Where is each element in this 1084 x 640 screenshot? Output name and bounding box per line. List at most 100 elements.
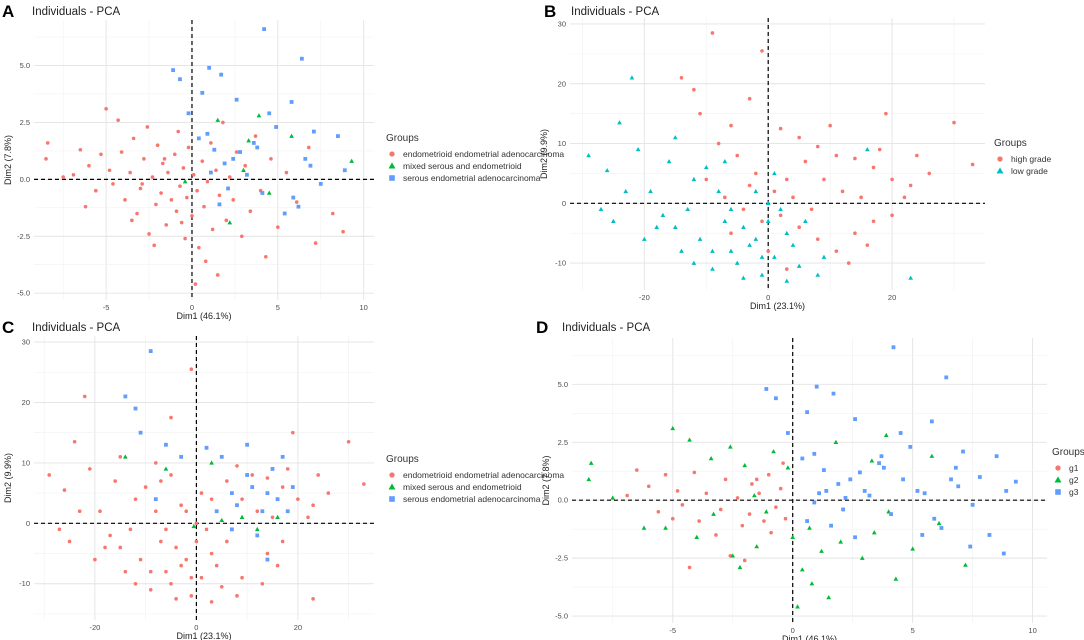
data-point xyxy=(944,375,949,380)
data-point xyxy=(308,163,313,168)
data-point xyxy=(311,597,315,601)
legend-marker xyxy=(389,151,395,157)
data-point xyxy=(654,224,660,229)
data-point xyxy=(210,227,215,232)
data-point xyxy=(225,539,229,544)
data-point xyxy=(970,502,975,507)
data-point xyxy=(235,464,239,468)
data-point xyxy=(729,231,733,236)
data-point xyxy=(190,213,194,218)
data-point xyxy=(877,461,881,466)
data-point xyxy=(834,153,839,158)
data-point xyxy=(704,177,709,182)
y-tick-label: -2.5 xyxy=(17,232,30,241)
data-point xyxy=(834,249,839,253)
data-point xyxy=(735,153,740,158)
data-point xyxy=(189,594,194,598)
data-point xyxy=(231,156,236,161)
data-point xyxy=(871,165,876,170)
x-tick-label: 5 xyxy=(911,626,915,635)
data-point xyxy=(952,120,956,125)
data-point xyxy=(915,153,919,158)
data-point xyxy=(754,171,758,176)
y-tick-label: 20 xyxy=(558,79,566,88)
data-point xyxy=(88,467,92,471)
chart-title-b: Individuals - PCA xyxy=(571,6,660,18)
data-point xyxy=(291,430,295,435)
data-point xyxy=(270,467,275,471)
data-point xyxy=(262,27,267,32)
data-point xyxy=(153,461,158,465)
legend-key xyxy=(386,160,398,172)
series-g1 xyxy=(625,461,788,570)
data-point xyxy=(133,581,138,586)
y-tick-label: -10 xyxy=(19,579,30,588)
y-axis-label: Dim2 (9.9%) xyxy=(539,129,549,179)
data-point xyxy=(234,97,239,102)
data-point xyxy=(123,569,128,574)
data-point xyxy=(318,182,323,186)
data-point xyxy=(884,111,888,116)
data-point xyxy=(179,503,183,507)
y-axis-label: Dim2 (7.8%) xyxy=(3,135,13,185)
data-point xyxy=(734,260,740,265)
data-point xyxy=(714,533,718,537)
y-tick-label: 0.0 xyxy=(558,496,568,505)
legend-key xyxy=(1052,462,1064,474)
legend-marker xyxy=(1054,476,1062,483)
panel-letter-a: A xyxy=(2,2,15,21)
data-point xyxy=(826,595,832,600)
data-point xyxy=(961,449,965,454)
data-point xyxy=(204,445,209,450)
data-point xyxy=(174,597,178,601)
plot-background xyxy=(34,20,374,300)
data-point xyxy=(829,523,833,528)
legend-marker xyxy=(388,162,396,169)
data-point xyxy=(176,129,181,134)
data-point xyxy=(769,530,773,535)
y-tick-label: 30 xyxy=(22,338,30,347)
data-point xyxy=(138,430,143,435)
data-point xyxy=(113,479,117,483)
data-point xyxy=(908,183,913,188)
data-point xyxy=(853,231,857,236)
data-point xyxy=(727,444,733,449)
data-point xyxy=(666,159,672,164)
y-tick-label: 5.0 xyxy=(20,61,30,70)
data-point xyxy=(728,248,734,253)
data-point xyxy=(791,195,795,200)
data-point xyxy=(819,548,824,553)
legend-label: low grade xyxy=(1011,166,1048,176)
data-point xyxy=(843,495,848,500)
data-point xyxy=(759,254,765,259)
plot-background xyxy=(34,336,374,620)
data-point xyxy=(123,394,128,399)
data-point xyxy=(240,497,244,501)
data-point xyxy=(148,587,153,592)
data-point xyxy=(185,195,189,200)
data-point xyxy=(710,266,715,271)
data-point xyxy=(266,190,272,195)
data-point xyxy=(119,150,124,154)
x-tick-label: 0 xyxy=(190,303,194,312)
data-point xyxy=(275,514,280,520)
data-point xyxy=(349,158,355,163)
data-point xyxy=(196,136,201,141)
data-point xyxy=(760,219,764,224)
data-point xyxy=(704,491,709,496)
data-point xyxy=(57,527,62,532)
data-point xyxy=(203,259,208,264)
data-point xyxy=(212,147,217,152)
data-point xyxy=(766,249,771,253)
data-point xyxy=(99,152,103,157)
data-point xyxy=(230,491,234,496)
data-point xyxy=(173,152,177,157)
data-point xyxy=(741,224,746,229)
chart-title-a: Individuals - PCA xyxy=(32,6,121,18)
data-point xyxy=(275,497,280,502)
data-point xyxy=(821,468,826,472)
data-point xyxy=(243,163,248,168)
data-point xyxy=(617,120,622,125)
data-point xyxy=(848,477,853,482)
data-point xyxy=(140,182,144,186)
